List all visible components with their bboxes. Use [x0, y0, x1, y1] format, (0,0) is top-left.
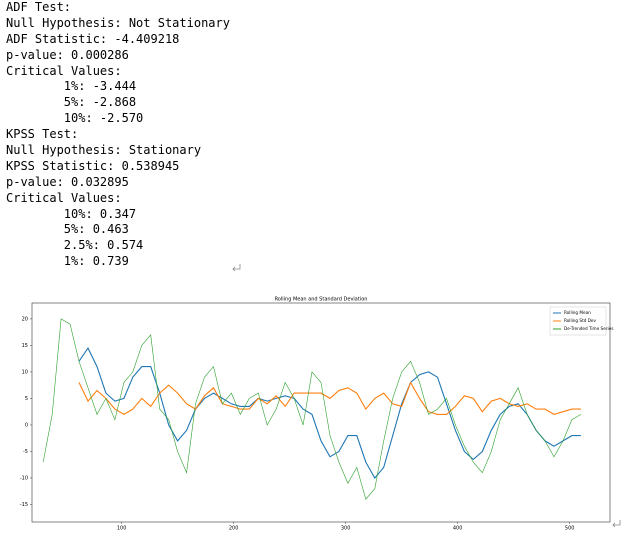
series-line	[78, 347, 581, 479]
series-line	[42, 318, 582, 500]
return-mark	[612, 520, 621, 528]
x-tick-label: 200	[229, 526, 239, 532]
chart-title: Rolling Mean and Standard Deviation	[275, 297, 368, 303]
output-line: 10%: 0.347	[6, 206, 137, 221]
y-tick-label: 15	[22, 343, 28, 349]
output-line: Critical Values:	[6, 190, 122, 205]
output-line: KPSS Test:	[6, 127, 79, 142]
output-line: ADF Test:	[6, 0, 72, 14]
y-tick-label: -5	[23, 449, 28, 455]
x-tick-label: 100	[117, 526, 127, 532]
plot-frame	[31, 302, 611, 523]
output-line: 5%: -2.868	[6, 95, 137, 110]
x-tick-label: 300	[341, 526, 351, 532]
output-line: Null Hypothesis: Not Stationary	[6, 15, 230, 30]
output-line: Null Hypothesis: Stationary	[6, 143, 202, 158]
legend-label: Rolling Std Dev	[564, 318, 597, 323]
output-line: p-value: 0.032895	[6, 174, 129, 189]
y-tick-label: 20	[22, 316, 28, 322]
y-tick-label: 10	[22, 369, 28, 375]
y-tick-label: -10	[20, 475, 28, 481]
x-tick-label: 400	[453, 526, 463, 532]
output-line: Critical Values:	[6, 63, 122, 78]
return-mark	[232, 264, 241, 272]
legend-label: Rolling Mean	[564, 310, 591, 315]
output-line: 2.5%: 0.574	[6, 238, 144, 253]
output-line: ADF Statistic: -4.409218	[6, 31, 180, 46]
y-tick-label: 5	[25, 396, 28, 402]
output-line: p-value: 0.000286	[6, 47, 129, 62]
output-line: 10%: -2.570	[6, 111, 144, 126]
x-tick-label: 500	[565, 526, 575, 532]
output-line: KPSS Statistic: 0.538945	[6, 158, 180, 173]
output-line: 1%: 0.739	[6, 254, 129, 269]
y-tick-label: -15	[20, 502, 28, 508]
y-tick-label: 0	[25, 422, 28, 428]
series-line	[78, 381, 581, 416]
output-line: 5%: 0.463	[6, 222, 129, 237]
output-line: 1%: -3.444	[6, 79, 137, 94]
legend-label: De-Trended Time Series	[564, 326, 613, 331]
console-output: ADF Test: Null Hypothesis: Not Stationary…	[6, 0, 230, 270]
